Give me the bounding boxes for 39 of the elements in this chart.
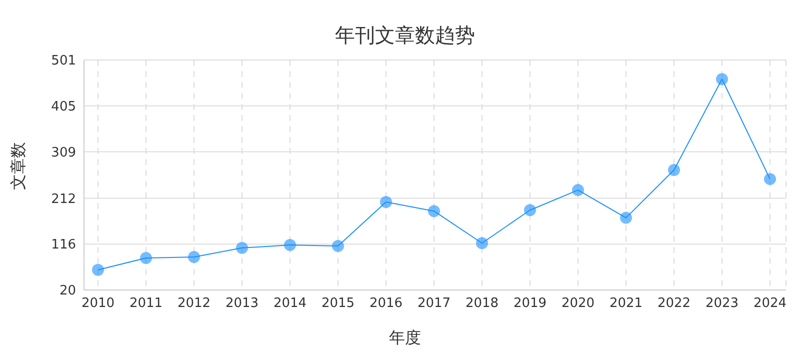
- x-tick-label: 2014: [273, 296, 307, 312]
- point: [380, 196, 392, 208]
- point: [716, 73, 728, 86]
- x-tick-label: 2018: [465, 296, 499, 312]
- x-tick-label: 2023: [705, 296, 739, 312]
- x-tick-label: 2021: [609, 296, 643, 312]
- point: [92, 264, 104, 276]
- point: [188, 251, 200, 264]
- point: [428, 205, 440, 218]
- x-tick-label: 2012: [177, 296, 211, 312]
- point: [236, 242, 248, 254]
- y-tick-label: 212: [51, 192, 76, 207]
- point: [764, 173, 776, 186]
- y-tick-label: 116: [51, 238, 76, 253]
- x-tick-label: 2020: [561, 296, 595, 312]
- point: [668, 164, 680, 176]
- y-tick-label: 20: [59, 284, 76, 299]
- x-axis-title: 年度: [388, 328, 422, 349]
- point: [140, 252, 152, 264]
- x-tick-label: 2016: [369, 296, 403, 312]
- x-tick-label: 2019: [513, 296, 547, 312]
- x-tick-label: 2013: [225, 296, 259, 312]
- y-tick-label: 309: [51, 145, 76, 160]
- y-tick-label: 405: [51, 100, 76, 115]
- y-tick-label: 501: [51, 54, 76, 69]
- point: [524, 204, 536, 216]
- y-axis-title: 文章数: [8, 142, 28, 190]
- x-tick-label: 2010: [81, 296, 115, 312]
- point: [284, 239, 296, 252]
- x-tick-label: 2011: [129, 296, 163, 312]
- point: [572, 184, 584, 196]
- chart-title: 年刊文章数趋势: [334, 22, 476, 49]
- x-tick-label: 2024: [753, 296, 787, 312]
- point: [620, 212, 632, 224]
- point: [332, 240, 344, 252]
- x-tick-label: 2015: [321, 296, 355, 312]
- point: [476, 237, 488, 250]
- x-tick-label: 2017: [417, 296, 451, 312]
- x-tick-label: 2022: [657, 296, 691, 312]
